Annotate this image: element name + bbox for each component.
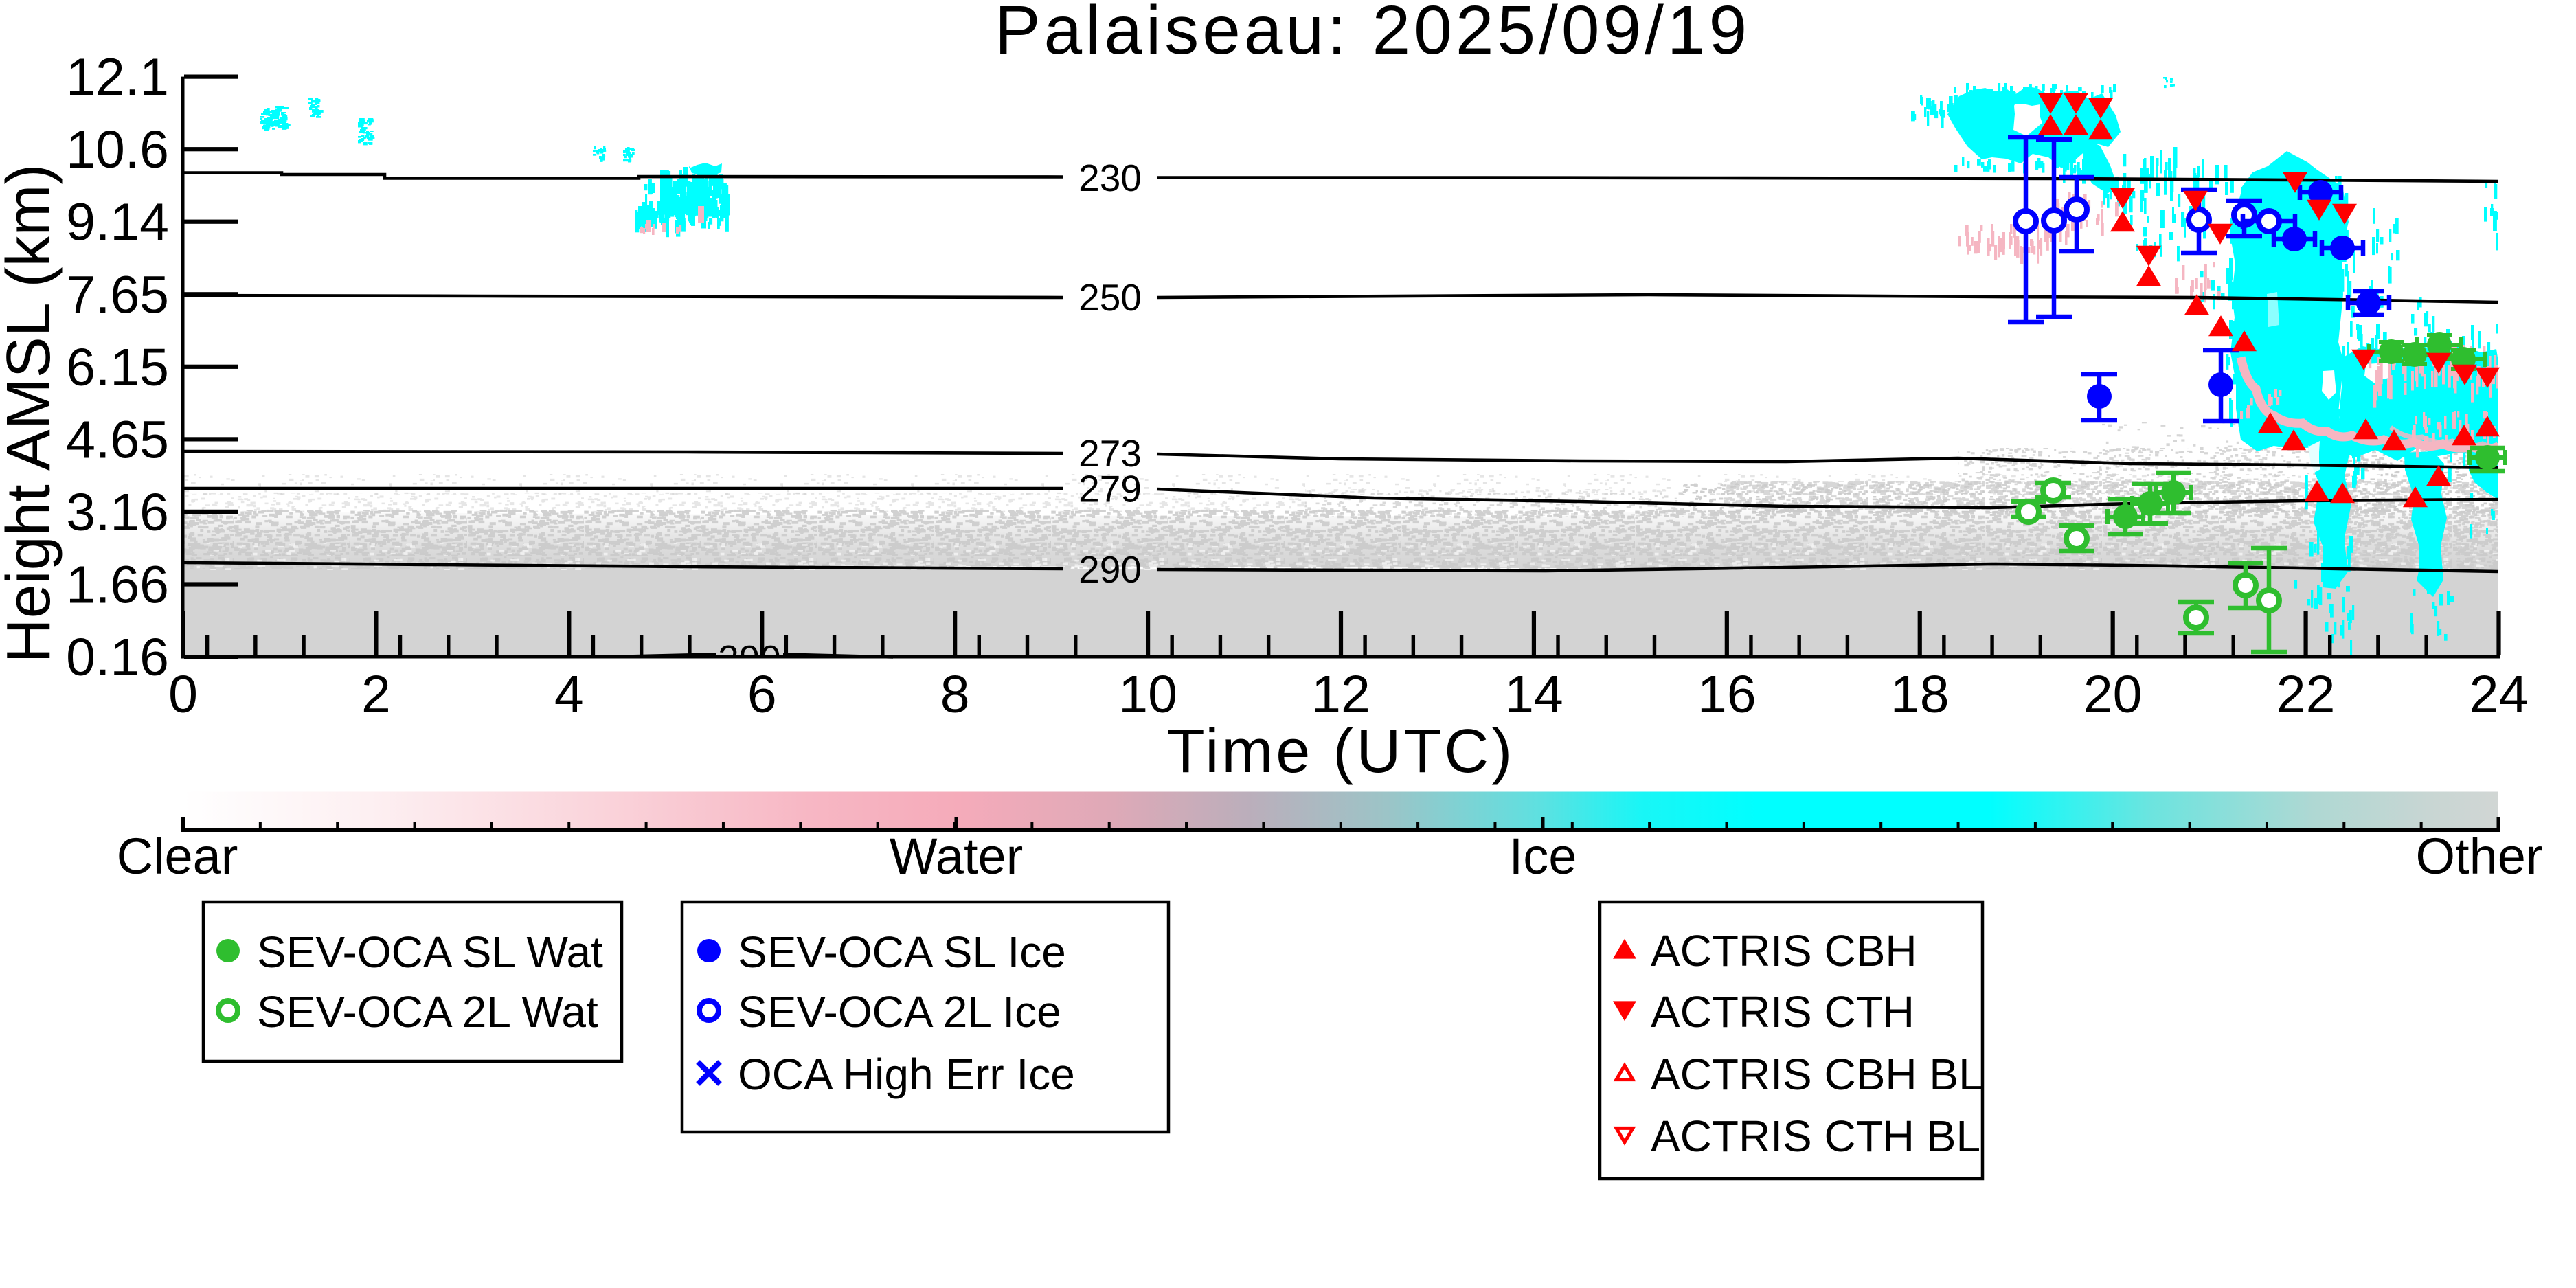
svg-text:22: 22 xyxy=(2276,665,2336,724)
svg-text:279: 279 xyxy=(1078,468,1142,510)
svg-text:Water: Water xyxy=(890,828,1024,885)
svg-text:4.65: 4.65 xyxy=(66,410,169,469)
svg-text:290: 290 xyxy=(718,637,781,680)
svg-text:24: 24 xyxy=(2470,665,2529,724)
svg-text:250: 250 xyxy=(1078,276,1142,319)
svg-text:12.1: 12.1 xyxy=(66,48,169,107)
svg-text:Time (UTC): Time (UTC) xyxy=(1167,717,1515,786)
svg-text:3.16: 3.16 xyxy=(66,483,169,542)
svg-text:4: 4 xyxy=(554,665,584,724)
svg-text:7.65: 7.65 xyxy=(66,265,169,324)
svg-text:273: 273 xyxy=(1078,432,1142,475)
svg-text:ACTRIS CTH BL: ACTRIS CTH BL xyxy=(1651,1111,1980,1161)
svg-text:6.15: 6.15 xyxy=(66,338,169,397)
svg-text:290: 290 xyxy=(1078,548,1142,591)
svg-text:OCA High Err Ice: OCA High Err Ice xyxy=(738,1050,1075,1099)
svg-text:0.16: 0.16 xyxy=(66,628,169,687)
svg-text:9.14: 9.14 xyxy=(66,193,169,252)
svg-text:12: 12 xyxy=(1311,665,1370,724)
svg-text:230: 230 xyxy=(1078,157,1142,199)
svg-text:ACTRIS CTH: ACTRIS CTH xyxy=(1651,987,1914,1037)
svg-text:SEV-OCA 2L Wat: SEV-OCA 2L Wat xyxy=(257,987,598,1037)
svg-text:0: 0 xyxy=(168,665,198,724)
svg-text:20: 20 xyxy=(2083,665,2143,724)
svg-text:18: 18 xyxy=(1890,665,1950,724)
svg-text:Palaiseau: 2025/09/19: Palaiseau: 2025/09/19 xyxy=(995,0,1750,69)
svg-text:2: 2 xyxy=(361,665,391,724)
svg-text:1.66: 1.66 xyxy=(66,556,169,615)
svg-text:Other: Other xyxy=(2415,828,2542,885)
svg-text:Ice: Ice xyxy=(1509,828,1577,885)
svg-text:10: 10 xyxy=(1118,665,1177,724)
svg-text:SEV-OCA SL Wat: SEV-OCA SL Wat xyxy=(257,927,603,977)
svg-text:SEV-OCA 2L Ice: SEV-OCA 2L Ice xyxy=(738,987,1061,1037)
svg-text:Height AMSL (km): Height AMSL (km) xyxy=(0,164,63,664)
svg-text:SEV-OCA SL Ice: SEV-OCA SL Ice xyxy=(738,927,1066,977)
svg-text:14: 14 xyxy=(1504,665,1563,724)
svg-text:16: 16 xyxy=(1697,665,1756,724)
svg-text:6: 6 xyxy=(747,665,777,724)
svg-text:10.6: 10.6 xyxy=(66,120,169,179)
svg-text:ACTRIS CBH BL: ACTRIS CBH BL xyxy=(1651,1050,1983,1099)
svg-text:8: 8 xyxy=(940,665,970,724)
svg-text:Clear: Clear xyxy=(117,828,238,885)
svg-text:ACTRIS CBH: ACTRIS CBH xyxy=(1651,926,1917,975)
